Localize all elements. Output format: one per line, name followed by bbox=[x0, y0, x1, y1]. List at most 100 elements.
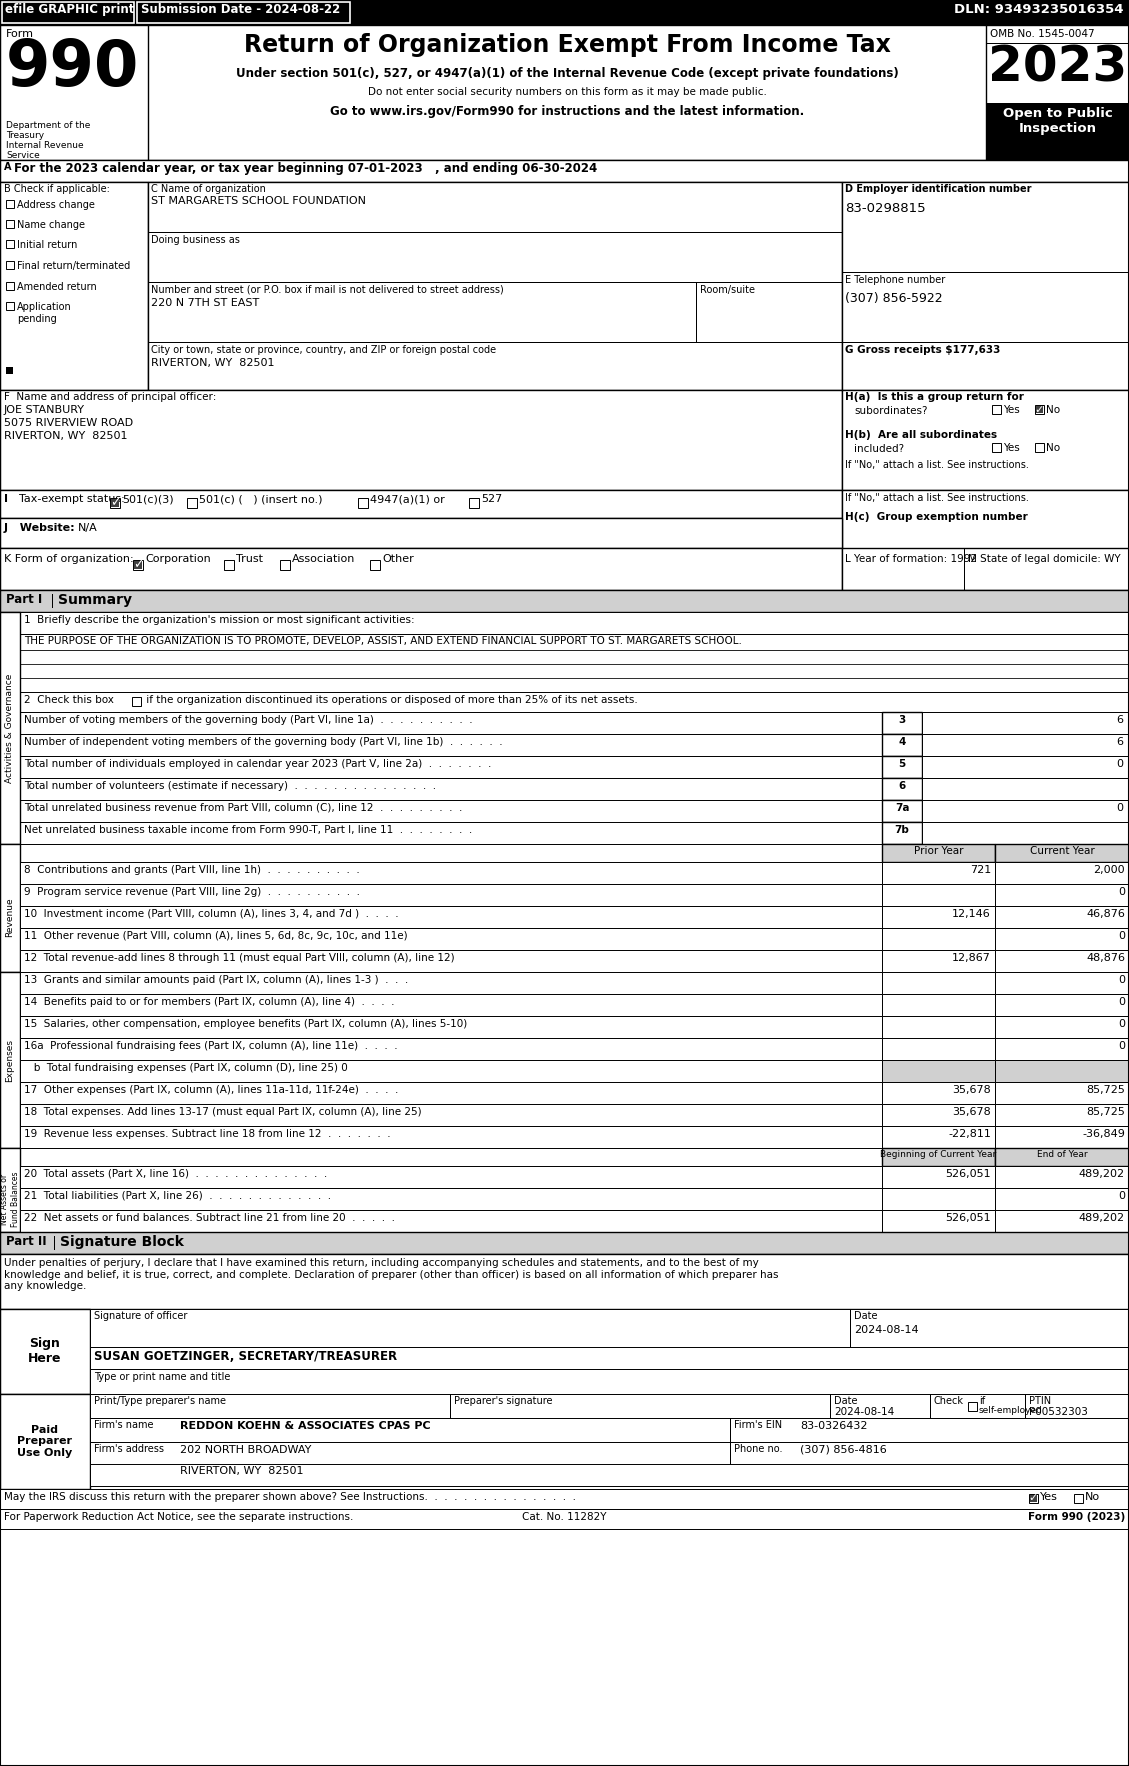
Bar bbox=[90, 1464, 1129, 1485]
Text: Name change: Name change bbox=[17, 221, 85, 230]
Text: 0: 0 bbox=[1118, 1019, 1124, 1030]
Bar bbox=[882, 994, 995, 1015]
Text: Tax-exempt status:: Tax-exempt status: bbox=[12, 494, 124, 503]
Text: 12  Total revenue-add lines 8 through 11 (must equal Part VIII, column (A), line: 12 Total revenue-add lines 8 through 11 … bbox=[24, 954, 455, 962]
Bar bbox=[1074, 1494, 1083, 1503]
Bar bbox=[882, 1083, 995, 1104]
Bar bbox=[995, 971, 1129, 994]
Bar bbox=[370, 560, 380, 570]
Text: A: A bbox=[5, 162, 11, 171]
Bar bbox=[224, 560, 234, 570]
Bar bbox=[110, 498, 120, 509]
Bar bbox=[882, 950, 995, 971]
Text: Type or print name and title: Type or print name and title bbox=[94, 1372, 230, 1383]
Bar bbox=[20, 1083, 882, 1104]
Bar bbox=[90, 1347, 1129, 1369]
Text: Date: Date bbox=[834, 1395, 858, 1406]
Bar bbox=[922, 735, 1129, 756]
Text: 0: 0 bbox=[1118, 1040, 1124, 1051]
Text: Return of Organization Exempt From Income Tax: Return of Organization Exempt From Incom… bbox=[244, 34, 891, 57]
Text: If "No," attach a list. See instructions.: If "No," attach a list. See instructions… bbox=[844, 459, 1029, 470]
Bar bbox=[358, 498, 368, 509]
Text: Preparer's signature: Preparer's signature bbox=[454, 1395, 552, 1406]
Text: RIVERTON, WY  82501: RIVERTON, WY 82501 bbox=[180, 1466, 304, 1476]
Text: 16a  Professional fundraising fees (Part IX, column (A), line 11e)  .  .  .  .: 16a Professional fundraising fees (Part … bbox=[24, 1040, 397, 1051]
Bar bbox=[992, 404, 1001, 413]
Text: if: if bbox=[979, 1395, 986, 1406]
Text: P00532303: P00532303 bbox=[1029, 1408, 1088, 1416]
Text: Website:: Website: bbox=[12, 523, 75, 533]
Text: Total number of volunteers (estimate if necessary)  .  .  .  .  .  .  .  .  .  .: Total number of volunteers (estimate if … bbox=[24, 781, 436, 791]
Bar bbox=[148, 182, 842, 390]
Text: Expenses: Expenses bbox=[6, 1038, 15, 1081]
Bar bbox=[0, 634, 1129, 650]
Bar bbox=[882, 712, 922, 735]
Bar bbox=[0, 613, 1129, 634]
Text: 20  Total assets (Part X, line 16)  .  .  .  .  .  .  .  .  .  .  .  .  .  .: 20 Total assets (Part X, line 16) . . . … bbox=[24, 1169, 327, 1180]
Bar bbox=[2, 2, 134, 23]
Text: H(a)  Is this a group return for: H(a) Is this a group return for bbox=[844, 392, 1024, 403]
Text: 7a: 7a bbox=[895, 804, 909, 812]
Text: 46,876: 46,876 bbox=[1086, 909, 1124, 918]
Text: 7b: 7b bbox=[894, 825, 910, 835]
Text: Sign
Here: Sign Here bbox=[28, 1337, 62, 1365]
Text: 6: 6 bbox=[1115, 715, 1123, 726]
Bar bbox=[882, 1015, 995, 1038]
Bar bbox=[968, 1402, 977, 1411]
Bar bbox=[995, 994, 1129, 1015]
Text: Other: Other bbox=[382, 555, 413, 563]
Text: 17  Other expenses (Part IX, column (A), lines 11a-11d, 11f-24e)  .  .  .  .: 17 Other expenses (Part IX, column (A), … bbox=[24, 1084, 399, 1095]
Bar bbox=[20, 971, 882, 994]
Bar bbox=[20, 885, 882, 906]
Bar bbox=[0, 390, 842, 489]
Text: 721: 721 bbox=[970, 865, 991, 874]
Text: Net Assets or
Fund Balances: Net Assets or Fund Balances bbox=[0, 1171, 19, 1227]
Bar bbox=[137, 2, 350, 23]
Bar bbox=[882, 885, 995, 906]
Text: 501(c)(3): 501(c)(3) bbox=[122, 494, 174, 503]
Bar bbox=[995, 950, 1129, 971]
Text: Number of voting members of the governing body (Part VI, line 1a)  .  .  .  .  .: Number of voting members of the governin… bbox=[24, 715, 473, 726]
Bar bbox=[995, 927, 1129, 950]
Bar bbox=[0, 756, 882, 779]
Text: Yes: Yes bbox=[1003, 404, 1019, 415]
Text: 0: 0 bbox=[1118, 931, 1124, 941]
Text: Doing business as: Doing business as bbox=[151, 235, 239, 245]
Text: Part I: Part I bbox=[6, 593, 42, 606]
Bar bbox=[6, 240, 14, 247]
Text: ✓: ✓ bbox=[1029, 1494, 1039, 1503]
Bar bbox=[133, 560, 143, 570]
Text: 22  Net assets or fund balances. Subtract line 21 from line 20  .  .  .  .  .: 22 Net assets or fund balances. Subtract… bbox=[24, 1213, 395, 1224]
Bar bbox=[0, 25, 148, 161]
Text: Treasury: Treasury bbox=[6, 131, 44, 140]
Bar bbox=[0, 613, 20, 844]
Bar bbox=[20, 1060, 882, 1083]
Text: N/A: N/A bbox=[78, 523, 98, 533]
Bar bbox=[0, 1508, 1129, 1529]
Bar bbox=[90, 1309, 1129, 1347]
Text: Prior Year: Prior Year bbox=[913, 846, 963, 857]
Text: 1  Briefly describe the organization's mission or most significant activities:: 1 Briefly describe the organization's mi… bbox=[24, 615, 414, 625]
Bar bbox=[882, 779, 922, 800]
Text: efile GRAPHIC print: efile GRAPHIC print bbox=[5, 4, 134, 16]
Bar bbox=[0, 489, 842, 517]
Text: 489,202: 489,202 bbox=[1079, 1213, 1124, 1224]
Bar bbox=[995, 906, 1129, 927]
Bar bbox=[20, 950, 882, 971]
Bar bbox=[0, 25, 1129, 161]
Text: I: I bbox=[5, 494, 8, 503]
Text: 21  Total liabilities (Part X, line 26)  .  .  .  .  .  .  .  .  .  .  .  .  .: 21 Total liabilities (Part X, line 26) .… bbox=[24, 1190, 331, 1201]
Text: JOE STANBURY: JOE STANBURY bbox=[5, 404, 85, 415]
Text: Number of independent voting members of the governing body (Part VI, line 1b)  .: Number of independent voting members of … bbox=[24, 736, 502, 747]
Text: 35,678: 35,678 bbox=[952, 1084, 991, 1095]
Bar bbox=[0, 821, 882, 844]
Text: Yes: Yes bbox=[1003, 443, 1019, 454]
Bar bbox=[882, 1038, 995, 1060]
Text: L Year of formation: 1992: L Year of formation: 1992 bbox=[844, 555, 977, 563]
Bar bbox=[882, 821, 922, 844]
Text: Number and street (or P.O. box if mail is not delivered to street address): Number and street (or P.O. box if mail i… bbox=[151, 284, 504, 295]
Text: Net unrelated business taxable income from Form 990-T, Part I, line 11  .  .  . : Net unrelated business taxable income fr… bbox=[24, 825, 472, 835]
Bar bbox=[922, 712, 1129, 735]
Text: F  Name and address of principal officer:: F Name and address of principal officer: bbox=[5, 392, 217, 403]
Text: Association: Association bbox=[292, 555, 356, 563]
